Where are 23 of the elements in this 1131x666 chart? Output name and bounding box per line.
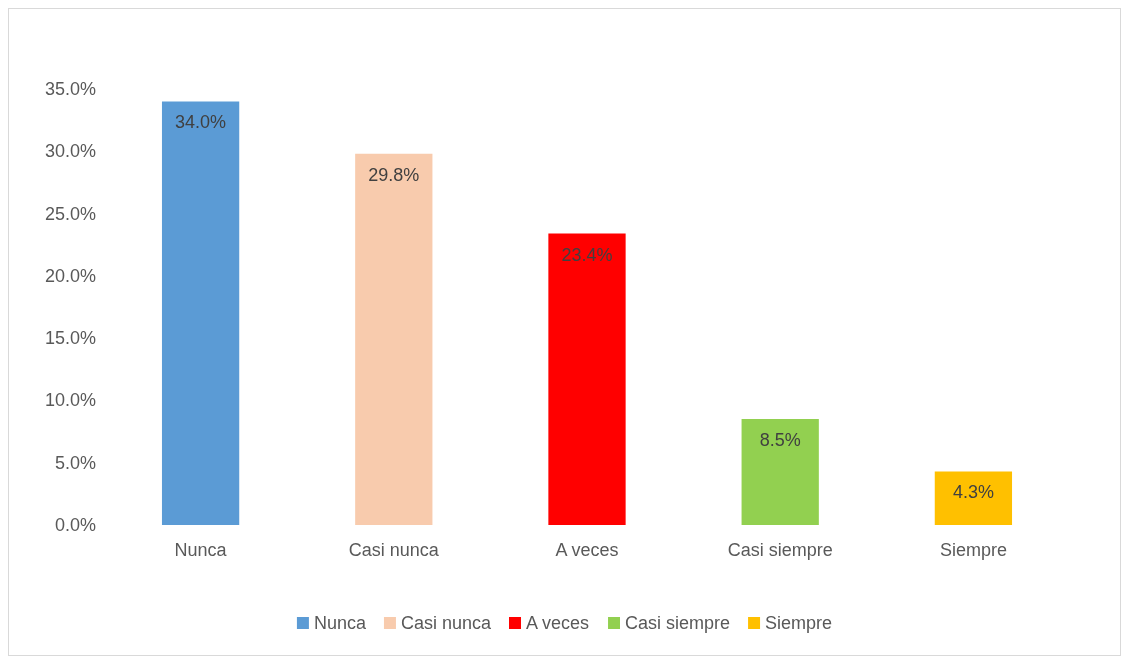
x-tick-label: Siempre [939, 540, 1007, 560]
y-tick-label: 10.0% [44, 390, 96, 411]
legend-label: Siempre [765, 613, 833, 633]
legend-label: A veces [526, 613, 590, 633]
y-tick-label: 25.0% [44, 203, 96, 224]
data-label: 4.3% [952, 482, 994, 503]
y-tick-label: 30.0% [44, 141, 96, 162]
data-label: 23.4% [561, 244, 613, 265]
x-tick-label: Casi nunca [348, 540, 440, 560]
y-tick-label: 5.0% [54, 452, 96, 473]
data-label: 29.8% [368, 164, 420, 185]
x-tick-label: Nunca [174, 540, 228, 560]
legend-label: Casi siempre [625, 613, 731, 633]
y-tick-label: 0.0% [54, 515, 96, 535]
data-label: 34.0% [175, 112, 227, 133]
legend-label: Nunca [313, 613, 367, 633]
y-tick-label: 35.0% [44, 79, 96, 99]
y-tick-label: 20.0% [44, 265, 96, 286]
x-tick-label: Casi siempre [727, 540, 833, 560]
legend-label: Casi nunca [400, 613, 492, 633]
x-tick-label: A veces [555, 540, 619, 560]
data-label: 8.5% [759, 430, 801, 451]
y-tick-label: 15.0% [44, 328, 96, 349]
